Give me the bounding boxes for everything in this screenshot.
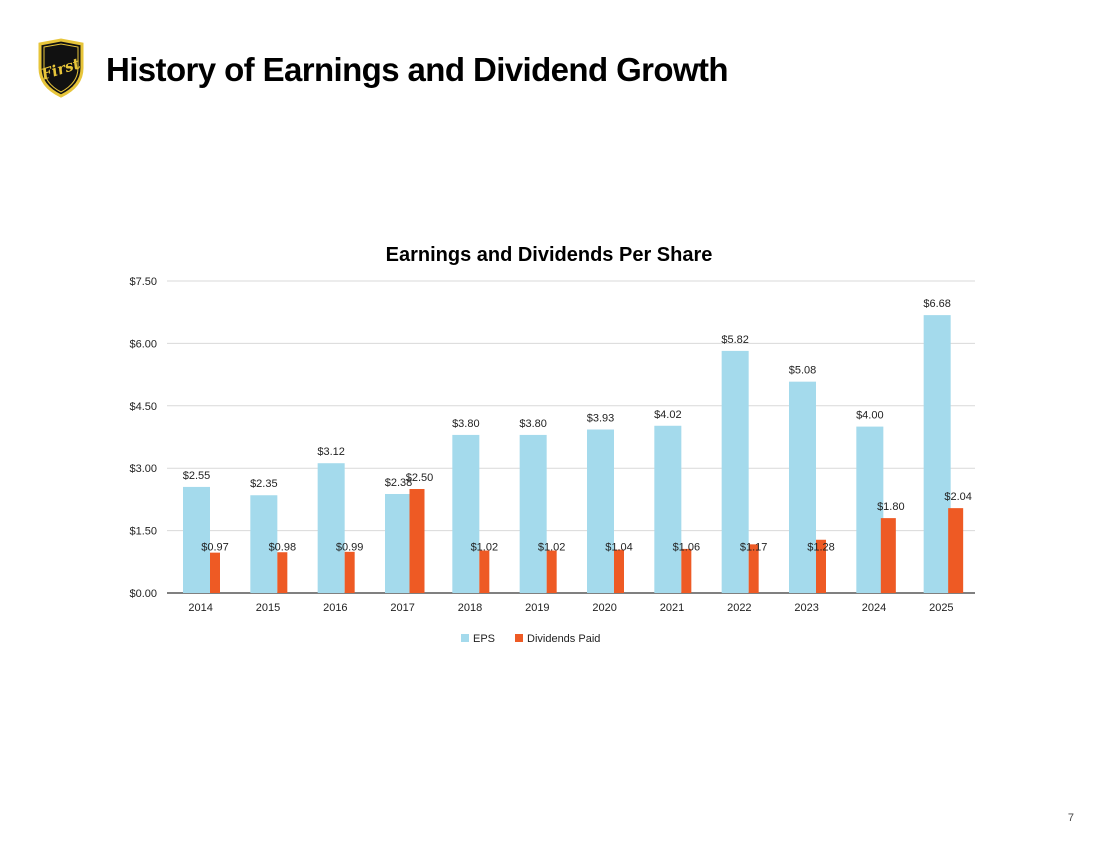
dividend-bar (614, 549, 624, 593)
dividend-data-label: $2.50 (406, 472, 434, 484)
eps-bar (385, 493, 412, 593)
x-tick-label: 2020 (592, 602, 616, 614)
dividend-data-label: $1.06 (673, 542, 701, 554)
eps-data-label: $3.80 (452, 418, 480, 430)
dividend-bar (546, 550, 557, 593)
chart-title: Earnings and Dividends Per Share (386, 244, 713, 266)
dividend-bar (880, 518, 896, 593)
dividend-bar (816, 539, 826, 593)
legend-eps-swatch (461, 634, 469, 642)
y-tick-label: $6.00 (129, 338, 157, 350)
eps-bar (183, 486, 210, 593)
y-tick-label: $1.50 (129, 526, 157, 538)
x-tick-label: 2016 (323, 602, 347, 614)
page-title: History of Earnings and Dividend Growth (106, 51, 729, 88)
eps-data-label: $2.38 (385, 477, 413, 489)
dividend-bar (409, 489, 425, 593)
x-tick-label: 2014 (188, 602, 212, 614)
eps-data-label: $3.93 (587, 413, 615, 425)
eps-data-label: $6.68 (923, 298, 951, 310)
eps-data-label: $5.08 (789, 365, 817, 377)
x-tick-label: 2025 (929, 602, 953, 614)
eps-data-label: $3.80 (519, 418, 547, 430)
dividend-data-label: $1.02 (471, 542, 499, 554)
dividend-data-label: $1.17 (740, 542, 768, 554)
dividend-bar (479, 550, 490, 593)
y-tick-label: $3.00 (129, 463, 157, 475)
legend-dividends-swatch (515, 634, 523, 642)
dividend-data-label: $1.02 (538, 542, 566, 554)
dividend-bar (344, 551, 355, 593)
eps-data-label: $4.02 (654, 409, 682, 421)
eps-bar (317, 463, 345, 593)
dividend-data-label: $1.28 (807, 542, 835, 554)
dividend-data-label: $2.04 (944, 491, 972, 503)
eps-bar (250, 495, 278, 593)
x-tick-label: 2023 (794, 602, 818, 614)
dividend-data-label: $0.99 (336, 542, 364, 554)
legend-dividends-label: Dividends Paid (527, 633, 600, 645)
company-logo: First (38, 38, 84, 98)
dividend-data-label: $0.97 (201, 542, 229, 554)
dividend-bar (748, 544, 759, 593)
x-tick-label: 2019 (525, 602, 549, 614)
x-tick-label: 2021 (660, 602, 684, 614)
eps-bar (587, 429, 614, 593)
eps-bar (789, 381, 816, 593)
eps-data-label: $2.55 (183, 470, 211, 482)
dividend-bar (277, 552, 288, 593)
eps-bar (721, 350, 749, 593)
eps-bar (452, 434, 480, 593)
x-tick-label: 2017 (390, 602, 414, 614)
eps-bar (923, 315, 951, 593)
dividend-bar (948, 508, 964, 593)
y-tick-label: $7.50 (129, 276, 157, 288)
x-tick-label: 2015 (256, 602, 280, 614)
eps-data-label: $3.12 (317, 446, 345, 458)
dividend-bar (210, 552, 220, 593)
eps-bar (856, 426, 884, 593)
x-tick-label: 2024 (862, 602, 886, 614)
eps-bar (654, 425, 682, 593)
y-tick-label: $0.00 (129, 588, 157, 600)
eps-data-label: $2.35 (250, 478, 278, 490)
page-number: 7 (1067, 812, 1074, 824)
x-tick-label: 2022 (727, 602, 751, 614)
dividend-data-label: $1.04 (605, 542, 633, 554)
eps-bar (519, 434, 547, 593)
eps-data-label: $4.00 (856, 410, 884, 422)
eps-data-label: $5.82 (721, 334, 749, 346)
dividend-data-label: $1.80 (877, 501, 905, 513)
dividend-bar (681, 548, 692, 593)
dividend-data-label: $0.98 (269, 542, 297, 554)
x-tick-label: 2018 (458, 602, 482, 614)
legend-eps-label: EPS (473, 633, 495, 645)
y-tick-label: $4.50 (129, 401, 157, 413)
